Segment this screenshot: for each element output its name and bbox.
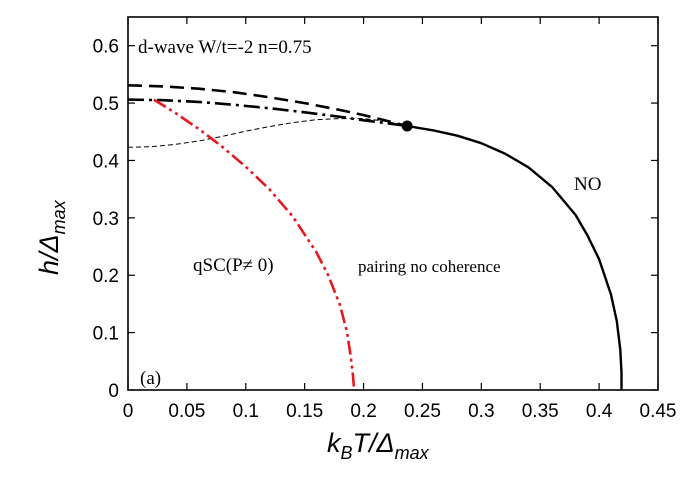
solid-boundary-line	[406, 124, 623, 390]
y-tick-label: 0.5	[93, 94, 119, 115]
header-annotation: d-wave W/t=-2 n=0.75	[138, 37, 312, 58]
x-tick-label: 0.45	[640, 401, 677, 422]
y-tick-label: 0.4	[93, 151, 120, 172]
x-axis-title-sub: B	[341, 443, 353, 463]
thin-dashed-line	[127, 118, 408, 148]
region-pairing-label: pairing no coherence	[358, 257, 501, 276]
panel-label: (a)	[140, 368, 161, 389]
plot-frame	[127, 16, 659, 391]
x-axis-title-k: k	[327, 428, 342, 458]
x-tick-label: 0	[123, 401, 134, 422]
tricritical-point-marker	[401, 120, 413, 132]
x-tick-label: 0.25	[404, 401, 441, 422]
y-tick-label: 0.2	[93, 266, 119, 287]
x-tick-label: 0.35	[522, 401, 559, 422]
x-ticks: 0 0.05 0.1 0.15 0.2 0.25 0.3 0.35 0.4 0.45	[123, 17, 677, 422]
series-curves	[127, 84, 623, 391]
x-axis-title-mid: T/Δ	[353, 428, 395, 458]
y-axis-title-sub: max	[49, 199, 69, 234]
x-tick-label: 0.1	[233, 401, 259, 422]
red-dash-dot-dot-line	[153, 98, 356, 391]
x-tick-label: 0.2	[350, 401, 376, 422]
y-tick-label: 0.6	[93, 37, 119, 58]
dashed-line	[127, 84, 408, 128]
x-tick-label: 0.3	[468, 401, 494, 422]
region-normal-label: NO	[574, 174, 601, 195]
dash-dot-line	[127, 98, 408, 128]
x-tick-label: 0.4	[586, 401, 613, 422]
x-axis-title-sub2: max	[395, 443, 430, 463]
region-qsc-label: qSC(P≠ 0)	[193, 255, 274, 276]
y-tick-label: 0.3	[93, 209, 119, 230]
y-axis-title-main: h/Δ	[34, 234, 64, 275]
y-axis-title: h/Δmax	[34, 199, 69, 275]
y-tick-label: 0.1	[93, 324, 119, 345]
x-tick-label: 0.05	[168, 401, 205, 422]
y-tick-label: 0	[108, 381, 119, 402]
x-tick-label: 0.15	[286, 401, 323, 422]
x-axis-title: kBT/Δmax	[327, 428, 430, 463]
y-ticks: 0 0.1 0.2 0.3 0.4 0.5 0.6	[93, 37, 658, 402]
